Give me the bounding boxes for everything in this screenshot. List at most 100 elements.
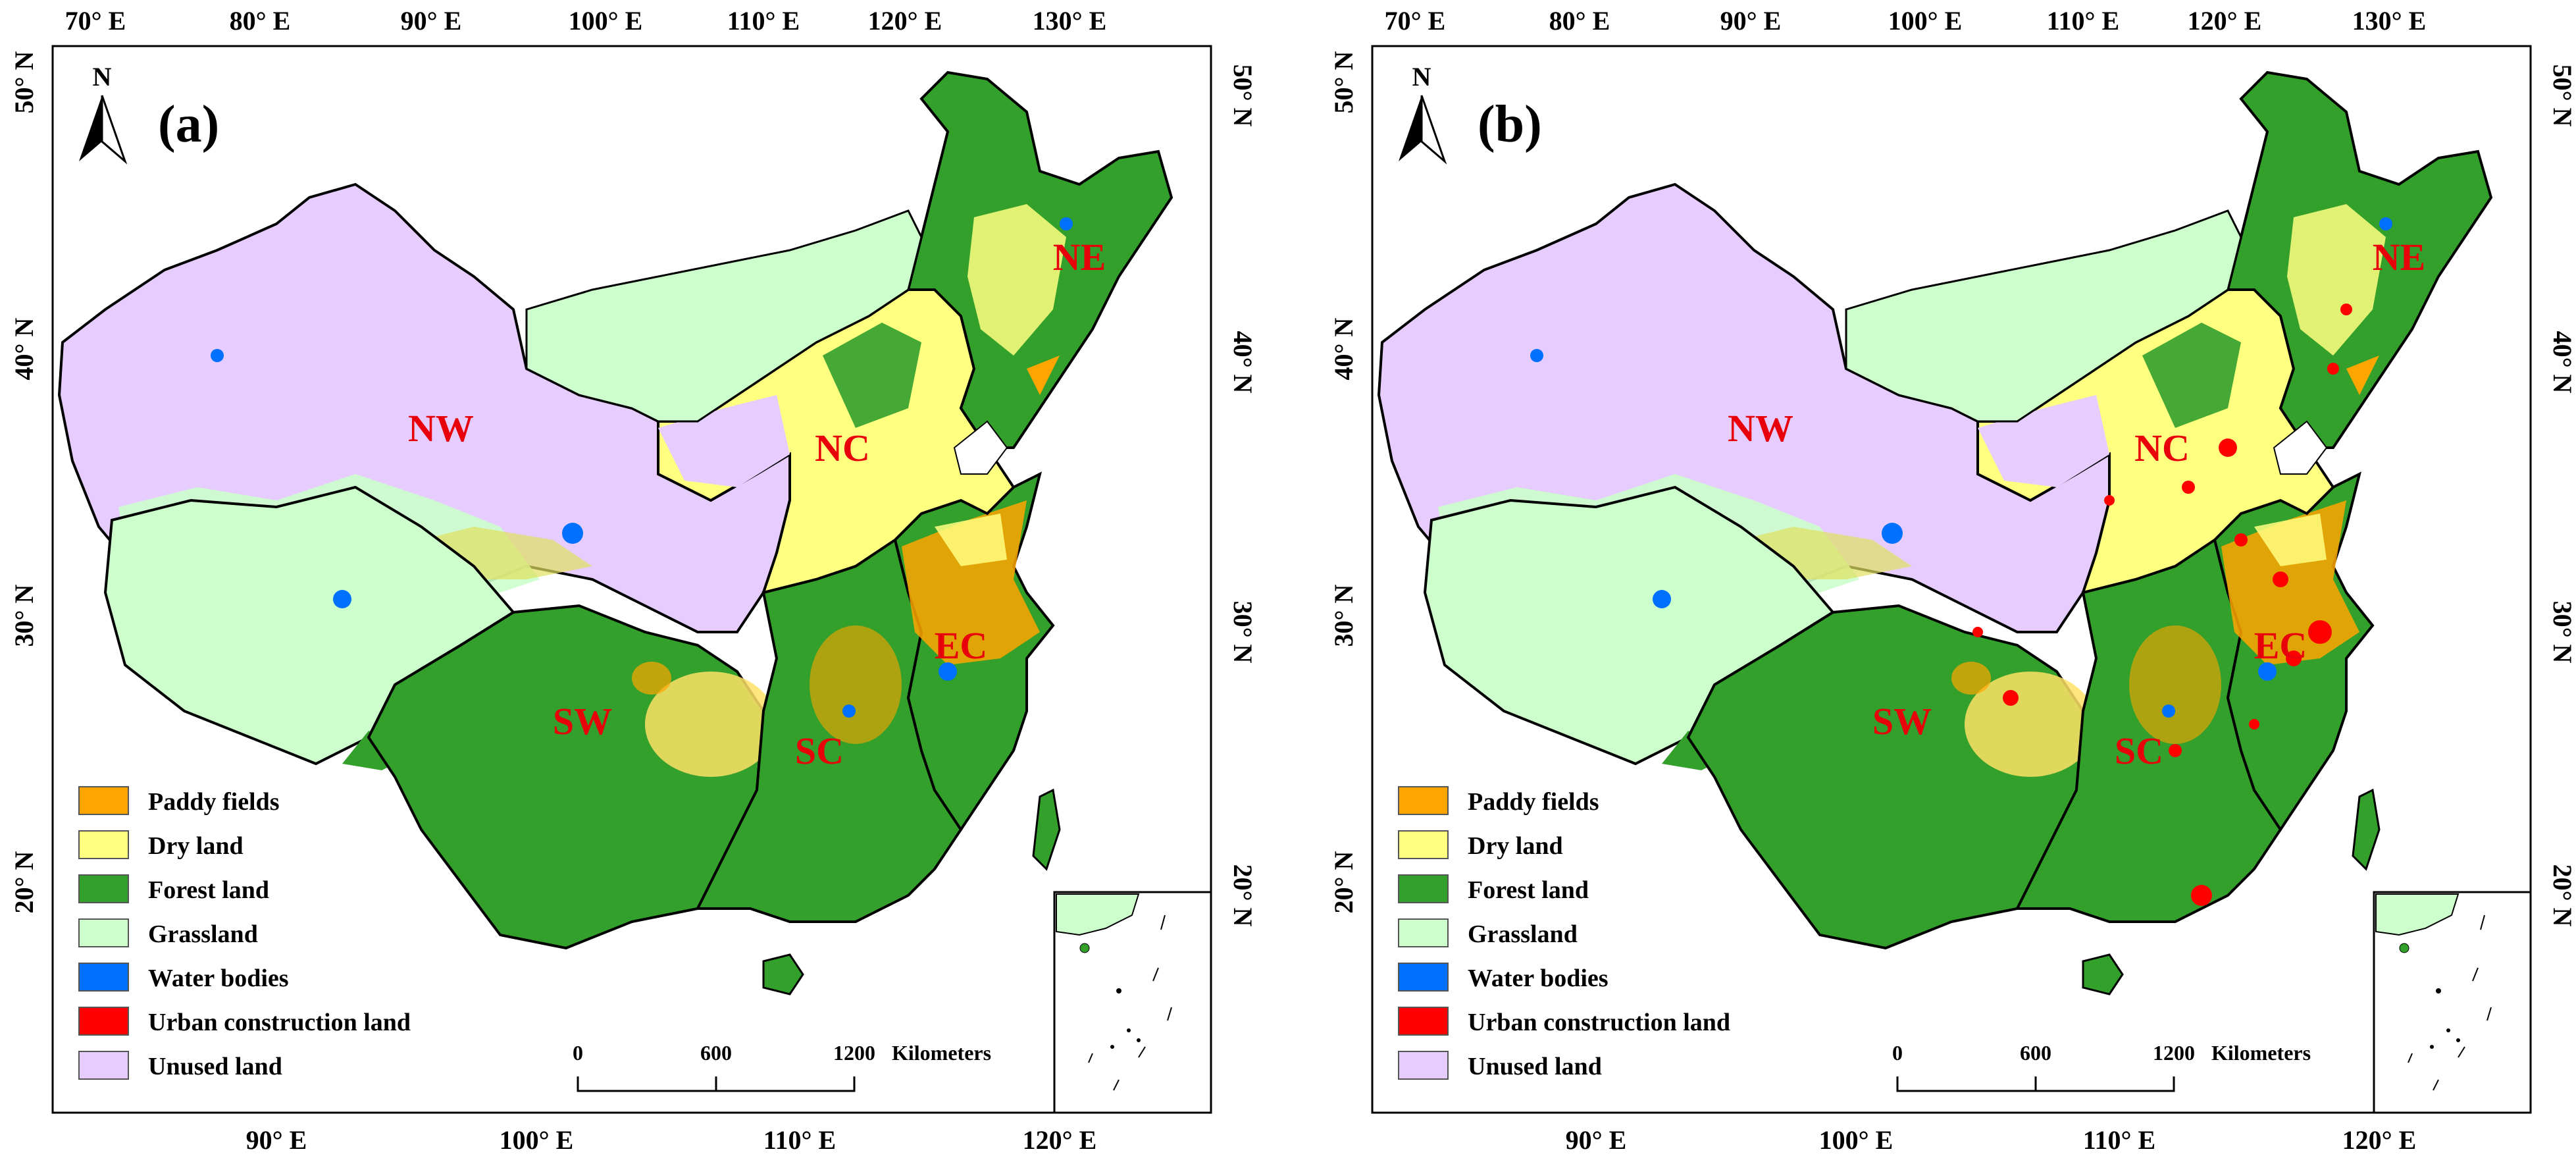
map-b-svg: 70° E 80° E 90° E 100° E 110° E 120° E 1… xyxy=(1329,6,2576,1155)
lat-tick-right: 30° N xyxy=(1228,601,1258,664)
lat-tick-left: 50° N xyxy=(9,51,39,113)
legend-swatch xyxy=(1398,1007,1449,1036)
lon-tick-top: 110° E xyxy=(2047,6,2119,36)
ne-dryland xyxy=(967,204,1066,356)
map-panel-b: 70° E 80° E 90° E 100° E 110° E 120° E 1… xyxy=(1320,0,2576,1163)
ne-paddy xyxy=(1027,356,1060,395)
nc-forest xyxy=(2142,323,2241,428)
lake xyxy=(1530,349,1543,362)
ec-dryland xyxy=(2254,514,2327,566)
legend: Paddy fields Dry land Forest land Grassl… xyxy=(78,786,411,1080)
lon-tick-bottom: 90° E xyxy=(246,1125,307,1155)
legend: Paddy fields Dry land Forest land Grassl… xyxy=(1398,786,1730,1080)
legend-label: Urban construction land xyxy=(148,1009,411,1036)
sichuan-basin xyxy=(1965,672,2096,777)
region-label-sc: SC xyxy=(2115,729,2163,772)
lat-tick-right: 40° N xyxy=(1228,331,1258,394)
region-label-nw: NW xyxy=(1728,407,1793,450)
sichuan-paddy xyxy=(632,662,671,695)
north-grassland xyxy=(1845,209,2242,423)
china-land-use xyxy=(1377,70,2493,995)
lake xyxy=(2258,662,2277,681)
legend-label: Unused land xyxy=(1468,1053,1602,1080)
lake xyxy=(1060,217,1073,230)
scale-tick-label: 0 xyxy=(1892,1041,1903,1065)
hainan xyxy=(762,953,804,995)
lat-tick-right: 50° N xyxy=(2548,65,2576,127)
taiwan xyxy=(1032,788,1061,871)
ne-paddy xyxy=(2346,356,2379,395)
scale-tick-label: 600 xyxy=(2020,1041,2051,1065)
lat-tick-right: 50° N xyxy=(1228,65,1258,127)
region-label-nc: NC xyxy=(2134,427,2190,469)
bohai-sea xyxy=(953,420,1008,475)
scale-tick-label: 600 xyxy=(700,1041,732,1065)
lat-tick-left: 20° N xyxy=(1329,851,1358,913)
north-grassland xyxy=(525,209,923,423)
map-panel-a: 70° E 80° E 90° E 100° E 110° E 120° E 1… xyxy=(0,0,1290,1163)
lat-tick-right: 40° N xyxy=(2548,331,2576,394)
north-arrow-icon: N xyxy=(79,62,128,165)
lon-tick-top: 120° E xyxy=(868,6,942,36)
nc-forest xyxy=(823,323,921,428)
legend-swatch xyxy=(78,1051,129,1080)
lon-tick-bottom: 120° E xyxy=(2342,1125,2417,1155)
region-label-ne: NE xyxy=(1053,236,1106,278)
lake xyxy=(333,590,351,608)
sichuan-paddy xyxy=(1951,662,1991,695)
taiwan xyxy=(2352,788,2381,871)
ec-paddy xyxy=(902,500,1040,665)
sichuan-basin xyxy=(645,672,777,777)
legend-swatch xyxy=(1398,874,1449,903)
lake xyxy=(1882,523,1903,544)
map-a-svg: 70° E 80° E 90° E 100° E 110° E 120° E 1… xyxy=(9,6,1258,1155)
lon-tick-bottom: 110° E xyxy=(763,1125,836,1155)
lon-tick-top: 70° E xyxy=(1385,6,1446,36)
lake xyxy=(562,523,583,544)
scale-unit: Kilometers xyxy=(892,1041,991,1065)
legend-label: Paddy fields xyxy=(148,788,280,816)
sc-paddy xyxy=(810,625,902,744)
sc-paddy xyxy=(2129,625,2221,744)
legend-label: Dry land xyxy=(148,832,244,860)
lon-tick-top: 90° E xyxy=(1720,6,1782,36)
lon-tick-bottom: 100° E xyxy=(500,1125,574,1155)
legend-label: Forest land xyxy=(148,876,269,904)
lat-tick-right: 20° N xyxy=(1228,864,1258,927)
lon-tick-bottom: 120° E xyxy=(1023,1125,1097,1155)
lat-tick-left: 50° N xyxy=(1329,51,1358,113)
lon-tick-top: 70° E xyxy=(65,6,126,36)
china-land-use xyxy=(57,70,1173,995)
region-label-ec: EC xyxy=(2254,624,2307,667)
scale-bar: 0 600 1200 Kilometers xyxy=(1892,1041,2311,1092)
lon-tick-top: 130° E xyxy=(1033,6,1107,36)
lake xyxy=(842,704,856,718)
lon-tick-top: 90° E xyxy=(401,6,462,36)
ec-dryland xyxy=(935,514,1007,566)
inset-map xyxy=(2373,891,2532,1114)
inset-map xyxy=(1053,891,1212,1114)
legend-swatch xyxy=(78,874,129,903)
lat-tick-right: 20° N xyxy=(2548,864,2576,927)
legend-label: Paddy fields xyxy=(1468,788,1599,816)
legend-label: Grassland xyxy=(148,920,258,948)
lon-tick-top: 110° E xyxy=(727,6,800,36)
legend-swatch xyxy=(1398,830,1449,859)
region-label-sw: SW xyxy=(1872,700,1932,743)
lat-tick-left: 30° N xyxy=(1329,584,1358,647)
scale-bar: 0 600 1200 Kilometers xyxy=(573,1041,991,1092)
lat-tick-left: 40° N xyxy=(9,317,39,380)
legend-label: Water bodies xyxy=(1468,965,1609,992)
legend-swatch xyxy=(78,830,129,859)
lat-tick-left: 40° N xyxy=(1329,317,1358,380)
legend-label: Unused land xyxy=(148,1053,282,1080)
legend-swatch xyxy=(78,963,129,992)
north-arrow-icon: N xyxy=(1399,62,1447,165)
legend-swatch xyxy=(78,918,129,947)
lake xyxy=(1653,590,1671,608)
region-label-ne: NE xyxy=(2373,236,2426,278)
lon-tick-top: 100° E xyxy=(1888,6,1963,36)
legend-label: Dry land xyxy=(1468,832,1563,860)
region-label-nc: NC xyxy=(815,427,870,469)
lake xyxy=(2379,217,2392,230)
